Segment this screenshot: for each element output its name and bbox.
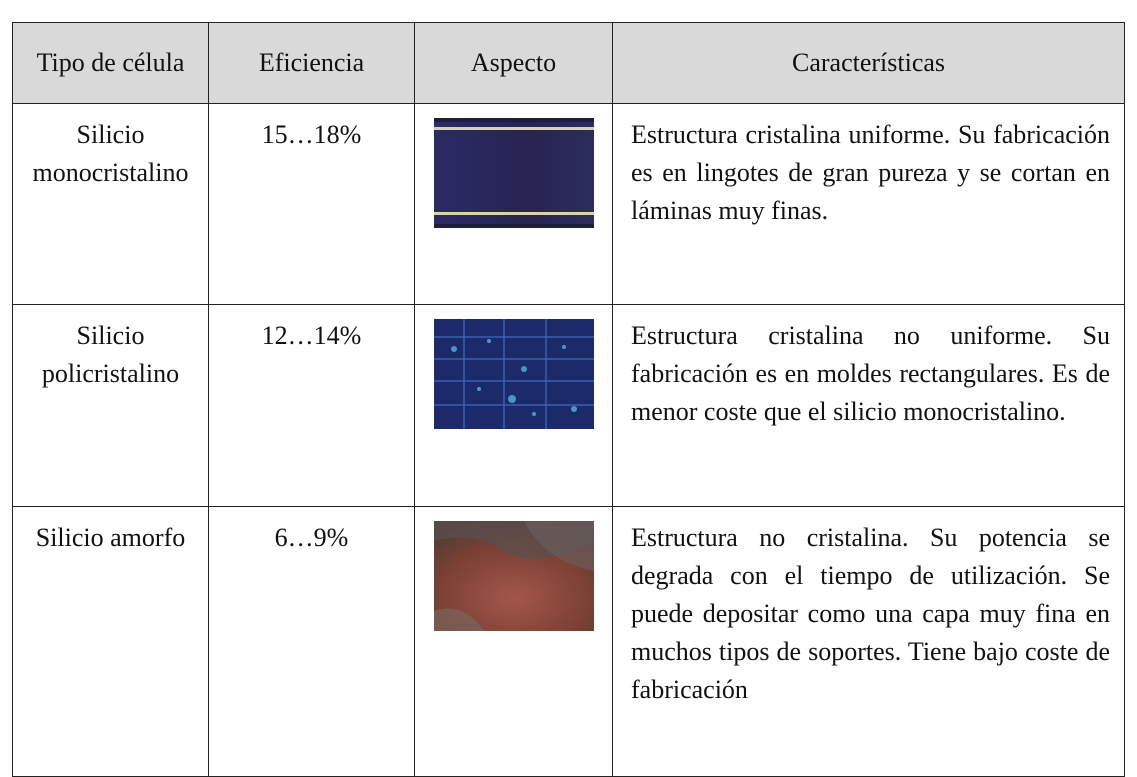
mono-image	[433, 118, 594, 228]
amorphous-image	[433, 521, 594, 631]
row: Silicio monocristalino 15…18% Estructura…	[12, 103, 1125, 305]
cell-image	[414, 506, 613, 777]
cell-type: Silicio policristalino	[12, 304, 209, 507]
cell-type: Silicio amorfo	[12, 506, 209, 777]
cell-efficiency: 6…9%	[208, 506, 415, 777]
page: {"header": {"columns": ["Tipo de célula"…	[12, 22, 1125, 777]
cell-table: Tipo de célula Eficiencia Aspecto Caract…	[12, 22, 1125, 777]
header-cell: Aspecto	[414, 22, 613, 104]
cell-efficiency: 12…14%	[208, 304, 415, 507]
cell-characteristics: Estructura cristalina uniforme. Su fabri…	[612, 103, 1125, 305]
cell-image	[414, 304, 613, 507]
header-cell: Eficiencia	[208, 22, 415, 104]
cell-efficiency: 15…18%	[208, 103, 415, 305]
cell-type: Silicio monocristalino	[12, 103, 209, 305]
poly-image	[433, 319, 594, 429]
cell-characteristics: Estructura cristalina no uniforme. Su fa…	[612, 304, 1125, 507]
header-cell: Características	[612, 22, 1125, 104]
cell-characteristics: Estructura no cristalina. Su potencia se…	[612, 506, 1125, 777]
row: Silicio amorfo 6…9% Estructura no crista…	[12, 506, 1125, 777]
cell-image	[414, 103, 613, 305]
header-row: Tipo de célula Eficiencia Aspecto Caract…	[12, 22, 1125, 104]
row: Silicio policristalino 12…14% Estructura…	[12, 304, 1125, 507]
header-cell: Tipo de célula	[12, 22, 209, 104]
